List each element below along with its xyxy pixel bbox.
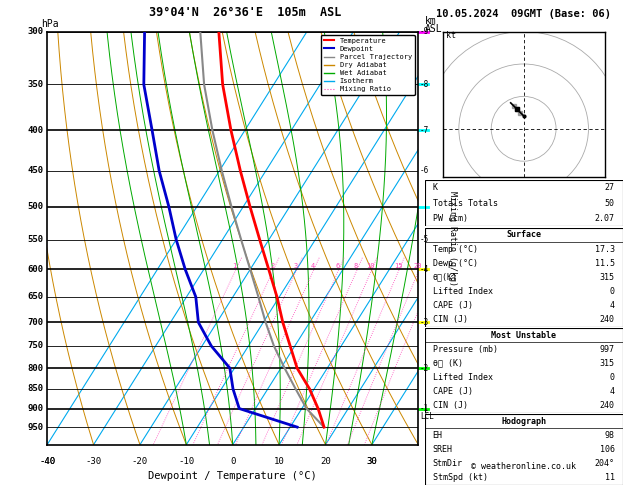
Text: km: km	[425, 16, 437, 26]
Text: K: K	[433, 183, 438, 192]
Text: 240: 240	[600, 315, 615, 324]
Text: 850: 850	[27, 384, 43, 394]
Text: 27: 27	[605, 183, 615, 192]
Text: PW (cm): PW (cm)	[433, 214, 467, 223]
Text: 0: 0	[230, 457, 235, 466]
Text: -1: -1	[420, 404, 430, 413]
Text: CAPE (J): CAPE (J)	[433, 387, 472, 396]
Text: 11.5: 11.5	[595, 259, 615, 268]
Text: 10: 10	[366, 263, 375, 269]
Text: 300: 300	[27, 27, 43, 36]
Text: 4: 4	[610, 387, 615, 396]
Text: Dewpoint / Temperature (°C): Dewpoint / Temperature (°C)	[148, 471, 317, 482]
Text: 950: 950	[27, 423, 43, 432]
Text: -10: -10	[178, 457, 194, 466]
Text: 997: 997	[600, 345, 615, 354]
Text: 20: 20	[414, 263, 422, 269]
Text: θᴄ (K): θᴄ (K)	[433, 359, 462, 368]
Text: -7: -7	[420, 126, 430, 135]
Text: 650: 650	[27, 293, 43, 301]
Text: θᴄ(K): θᴄ(K)	[433, 273, 457, 282]
Text: 4: 4	[610, 301, 615, 310]
Text: Most Unstable: Most Unstable	[491, 330, 556, 340]
Text: 15: 15	[394, 263, 402, 269]
Text: Dewp (°C): Dewp (°C)	[433, 259, 477, 268]
Text: 550: 550	[27, 235, 43, 244]
Text: SREH: SREH	[433, 445, 452, 454]
Text: 30: 30	[367, 457, 377, 466]
Text: 315: 315	[600, 359, 615, 368]
Text: 0: 0	[610, 287, 615, 296]
Text: 0: 0	[610, 373, 615, 382]
Text: 350: 350	[27, 80, 43, 89]
Text: Totals Totals: Totals Totals	[433, 199, 498, 208]
Text: Temp (°C): Temp (°C)	[433, 244, 477, 254]
Text: 750: 750	[27, 342, 43, 350]
Text: 10: 10	[274, 457, 284, 466]
Text: Lifted Index: Lifted Index	[433, 287, 493, 296]
Text: 6: 6	[335, 263, 340, 269]
Text: 20: 20	[320, 457, 331, 466]
Text: CIN (J): CIN (J)	[433, 315, 467, 324]
Text: hPa: hPa	[41, 19, 58, 29]
Text: LCL: LCL	[420, 412, 434, 420]
Text: -20: -20	[132, 457, 148, 466]
Text: 500: 500	[27, 202, 43, 211]
Text: 98: 98	[605, 431, 615, 440]
Text: -6: -6	[420, 166, 430, 175]
Text: Surface: Surface	[506, 230, 541, 240]
Text: 1: 1	[233, 263, 237, 269]
Text: 17.3: 17.3	[595, 244, 615, 254]
Text: -9: -9	[420, 27, 430, 36]
Text: 4: 4	[311, 263, 314, 269]
Text: 3: 3	[293, 263, 298, 269]
Text: -40: -40	[39, 457, 55, 466]
Text: 2.07: 2.07	[595, 214, 615, 223]
Text: 450: 450	[27, 166, 43, 175]
Text: 30: 30	[367, 457, 377, 466]
Text: 106: 106	[600, 445, 615, 454]
Text: 39°04'N  26°36'E  105m  ASL: 39°04'N 26°36'E 105m ASL	[149, 6, 342, 19]
Text: 315: 315	[600, 273, 615, 282]
Text: -4: -4	[420, 265, 430, 274]
Text: EH: EH	[433, 431, 442, 440]
Text: 204°: 204°	[595, 459, 615, 468]
Text: StmSpd (kt): StmSpd (kt)	[433, 473, 487, 482]
Text: StmDir: StmDir	[433, 459, 462, 468]
Text: 900: 900	[27, 404, 43, 413]
Text: kt: kt	[446, 31, 456, 40]
Text: Hodograph: Hodograph	[501, 417, 546, 426]
Text: -5: -5	[420, 235, 430, 244]
Text: CAPE (J): CAPE (J)	[433, 301, 472, 310]
Text: 2: 2	[270, 263, 274, 269]
Text: Pressure (mb): Pressure (mb)	[433, 345, 498, 354]
Text: Mixing Ratio (g/kg): Mixing Ratio (g/kg)	[448, 191, 457, 286]
Legend: Temperature, Dewpoint, Parcel Trajectory, Dry Adiabat, Wet Adiabat, Isotherm, Mi: Temperature, Dewpoint, Parcel Trajectory…	[321, 35, 415, 95]
Text: 700: 700	[27, 318, 43, 327]
Text: CIN (J): CIN (J)	[433, 401, 467, 410]
Text: 600: 600	[27, 265, 43, 274]
Text: 400: 400	[27, 126, 43, 135]
Text: 10.05.2024  09GMT (Base: 06): 10.05.2024 09GMT (Base: 06)	[436, 9, 611, 19]
Text: 240: 240	[600, 401, 615, 410]
Text: © weatheronline.co.uk: © weatheronline.co.uk	[471, 462, 576, 471]
Text: 50: 50	[605, 199, 615, 208]
Text: ASL: ASL	[425, 24, 442, 34]
Text: 800: 800	[27, 364, 43, 373]
Text: -2: -2	[420, 364, 430, 373]
Text: -8: -8	[420, 80, 430, 89]
Text: 11: 11	[605, 473, 615, 482]
Text: Lifted Index: Lifted Index	[433, 373, 493, 382]
Text: -30: -30	[86, 457, 102, 466]
Text: 8: 8	[354, 263, 358, 269]
Text: -40: -40	[39, 457, 55, 466]
Text: -3: -3	[420, 318, 430, 327]
